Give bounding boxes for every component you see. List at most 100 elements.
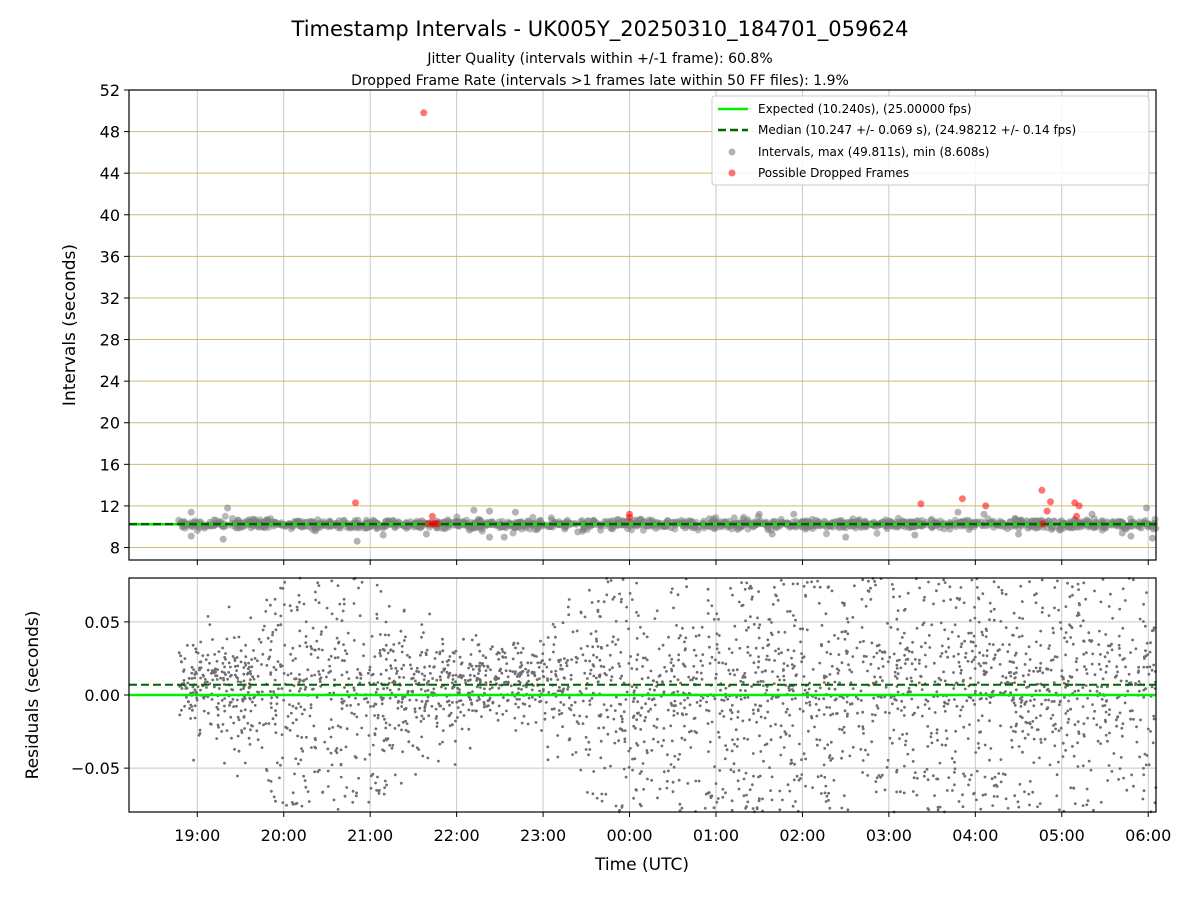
- residual-point: [575, 660, 578, 664]
- residual-point: [661, 643, 665, 647]
- residual-point: [467, 708, 471, 712]
- residual-point: [1054, 727, 1057, 731]
- legend: Expected (10.240s), (25.00000 fps) Media…: [711, 95, 1150, 186]
- residual-point: [399, 781, 403, 785]
- residual-point: [746, 645, 750, 649]
- residual-point: [452, 660, 456, 663]
- residual-point: [187, 700, 190, 704]
- residual-point: [969, 640, 973, 644]
- residual-point: [999, 780, 1003, 784]
- residual-point: [1088, 639, 1091, 642]
- residual-point: [401, 720, 405, 724]
- residual-point: [677, 653, 681, 657]
- residual-point: [256, 738, 260, 742]
- residual-point: [1004, 626, 1008, 629]
- residual-point: [515, 697, 519, 701]
- residual-point: [383, 649, 386, 652]
- residual-point: [701, 696, 705, 700]
- residual-point: [786, 664, 789, 668]
- residual-point: [549, 677, 553, 681]
- residual-point: [520, 664, 524, 667]
- residual-point: [676, 712, 679, 715]
- residual-point: [1111, 616, 1114, 620]
- residual-point: [338, 602, 342, 606]
- residual-point: [827, 640, 831, 644]
- residual-point: [281, 756, 284, 760]
- residual-point: [1034, 716, 1038, 720]
- residual-point: [859, 748, 863, 751]
- residual-point: [371, 743, 375, 747]
- residual-point: [494, 678, 497, 682]
- interval-point: [913, 517, 920, 525]
- residual-point: [1120, 726, 1124, 730]
- residual-point: [750, 597, 754, 601]
- residual-point: [961, 705, 965, 709]
- residual-point: [373, 714, 376, 717]
- residual-point: [351, 789, 355, 793]
- residual-point: [251, 724, 254, 728]
- residual-point: [565, 664, 569, 668]
- residual-point: [851, 687, 855, 690]
- residual-point: [910, 650, 914, 654]
- residual-point: [448, 713, 452, 717]
- residual-point: [762, 759, 765, 763]
- residual-point: [669, 591, 673, 594]
- residual-point: [194, 647, 198, 651]
- residual-point: [955, 596, 959, 600]
- residuals-reference-lines: [129, 683, 1156, 697]
- residual-point: [985, 629, 988, 632]
- residual-point: [791, 724, 795, 727]
- residual-point: [816, 775, 820, 779]
- residual-point: [1107, 605, 1111, 608]
- residual-point: [651, 679, 655, 683]
- residual-point: [1144, 763, 1148, 767]
- residual-point: [588, 588, 591, 592]
- residual-point: [305, 735, 308, 739]
- residual-point: [618, 702, 621, 706]
- residual-point: [1104, 733, 1108, 737]
- residual-point: [669, 763, 673, 766]
- residual-point: [1032, 669, 1035, 673]
- residual-point: [1053, 744, 1057, 748]
- residual-point: [423, 709, 427, 713]
- residuals-xtick-label: 02:00: [779, 826, 825, 845]
- residual-point: [729, 586, 732, 590]
- residual-point: [966, 737, 970, 740]
- residual-point: [791, 582, 795, 586]
- residual-point: [503, 651, 507, 655]
- residual-point: [346, 631, 350, 635]
- residual-point: [451, 674, 455, 677]
- residual-point: [903, 743, 907, 747]
- residual-point: [468, 663, 472, 666]
- residual-point: [873, 713, 877, 717]
- residual-point: [420, 714, 424, 718]
- residual-point: [855, 646, 859, 650]
- residual-point: [195, 698, 199, 702]
- residual-point: [1014, 651, 1018, 655]
- residual-point: [932, 661, 936, 665]
- residual-point: [827, 687, 831, 691]
- residual-point: [1076, 741, 1079, 745]
- residual-point: [1085, 803, 1089, 807]
- residual-point: [904, 648, 908, 651]
- residual-point: [985, 670, 988, 674]
- residual-point: [427, 714, 431, 718]
- residual-point: [1107, 644, 1110, 648]
- residual-point: [1039, 661, 1043, 665]
- residual-point: [283, 603, 286, 606]
- residual-point: [736, 737, 740, 741]
- residual-point: [990, 777, 994, 781]
- interval-point: [363, 524, 370, 532]
- residual-point: [1033, 593, 1036, 597]
- residual-point: [1028, 803, 1031, 807]
- residual-point: [1122, 776, 1125, 780]
- residual-point: [539, 639, 542, 643]
- residual-point: [1147, 672, 1151, 676]
- residual-point: [237, 749, 241, 753]
- interval-point: [212, 516, 220, 524]
- residual-point: [974, 751, 978, 754]
- residual-point: [865, 655, 868, 658]
- residual-point: [566, 685, 570, 689]
- residual-point: [1077, 602, 1081, 605]
- residual-point: [527, 669, 530, 673]
